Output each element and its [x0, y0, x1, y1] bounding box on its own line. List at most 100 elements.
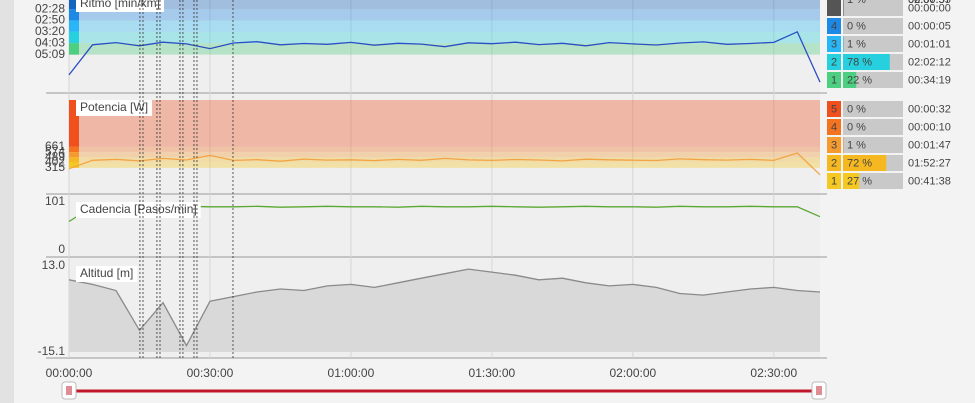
x-tick-label: 01:30:00: [469, 366, 516, 380]
percent-cell: [843, 137, 903, 153]
zone-time: 00:00:55: [908, 0, 951, 6]
zone-time: 00:00:10: [908, 121, 951, 133]
zone-swatch: [69, 162, 79, 168]
x-tick-label: 00:30:00: [187, 366, 234, 380]
zone-swatch: [69, 20, 79, 32]
percent-label: 1 %: [847, 38, 866, 50]
percent-label: 0 %: [847, 20, 866, 32]
zone-number: 1: [831, 74, 837, 86]
zone-band: [69, 152, 820, 158]
y-tick-label: 05:09: [35, 47, 65, 61]
zone-time: 00:00:00: [908, 2, 951, 14]
panel-title: Cadencia [Pasos/min]: [80, 202, 197, 216]
zone-swatch: [69, 100, 79, 147]
zone-number: 1: [831, 175, 837, 187]
zone-number-box: [827, 173, 841, 189]
percent-cell: [843, 72, 903, 88]
y-tick-label: 574: [45, 144, 65, 158]
zone-number: 3: [831, 38, 837, 50]
area: [69, 269, 820, 352]
zone-time: 00:00:57: [908, 0, 951, 6]
zone-band: [69, 157, 820, 163]
zone-band: [69, 0, 820, 10]
zone-time: 00:00:05: [908, 20, 951, 32]
zone-swatch: [69, 31, 79, 44]
zone-number-box: [827, 119, 841, 135]
zone-swatch: [69, 152, 79, 158]
title-background: [76, 266, 138, 282]
zone-swatch: [69, 43, 79, 55]
zone-band: [69, 43, 820, 55]
percent-bar: [843, 173, 860, 189]
y-tick-label: -15.1: [38, 344, 66, 358]
zone-number: 3: [831, 139, 837, 151]
title-background: [76, 202, 201, 218]
zone-time: 02:02:12: [908, 56, 951, 68]
percent-bar: [843, 155, 887, 171]
zone-time: 00:41:38: [908, 175, 951, 187]
zone-time: 00:01:47: [908, 139, 951, 151]
percent-bar: [843, 36, 844, 52]
zone-band: [69, 31, 820, 44]
zone-time: 00:34:19: [908, 74, 951, 86]
zone-number-box: [827, 18, 841, 34]
zone-number: 4: [831, 121, 837, 133]
y-tick-label: 661: [45, 139, 65, 153]
zone-number: 5: [831, 103, 837, 115]
percent-cell: [843, 0, 903, 16]
zone-swatch: [69, 157, 79, 163]
zone-swatch: [69, 9, 79, 21]
percent-label: 1 %: [847, 0, 866, 6]
y-tick-label: 315: [45, 160, 65, 174]
percent-cell: [843, 101, 903, 117]
percent-label: 0 %: [847, 103, 866, 115]
x-tick-label: 02:00:00: [609, 366, 656, 380]
percent-label: 72 %: [847, 157, 872, 169]
percent-bar: [843, 54, 890, 70]
left-margin: [0, 0, 14, 403]
percent-cell: [843, 36, 903, 52]
panel-title: Potencia [W]: [80, 100, 148, 114]
zone-time: 01:52:27: [908, 157, 951, 169]
y-tick-label: 101: [45, 194, 65, 208]
zone-swatch: [69, 0, 79, 10]
zone-time: 02:37:57: [908, 0, 951, 6]
y-tick-label: 0: [58, 242, 65, 256]
x-tick-label: 02:30:00: [750, 366, 797, 380]
zone-number-box: [827, 36, 841, 52]
zone-band: [69, 162, 820, 168]
panel-title: Altitud [m]: [80, 266, 133, 280]
percent-label: 78 %: [847, 56, 872, 68]
zone-number-box: [827, 0, 841, 16]
zone-band: [69, 100, 820, 147]
percent-label: 22 %: [847, 74, 872, 86]
y-tick-label: 04:03: [35, 35, 65, 49]
percent-bar: [843, 72, 857, 88]
y-tick-label: 02:28: [35, 1, 65, 15]
line: [68, 152, 821, 176]
zone-band: [69, 146, 820, 153]
zone-number: 4: [831, 20, 837, 32]
zone-swatch: [69, 146, 79, 153]
zone-number-box: [827, 54, 841, 70]
y-tick-label: 13.0: [42, 258, 66, 272]
y-tick-label: 402: [45, 155, 65, 169]
title-background: [76, 100, 153, 116]
x-tick-label: 01:00:00: [328, 366, 375, 380]
zone-number: 2: [831, 157, 837, 169]
percent-cell: [843, 18, 903, 34]
zone-band: [69, 9, 820, 21]
percent-label: 27 %: [847, 175, 872, 187]
area-line: [68, 268, 821, 347]
charts: 00:00:00 00:30:00 01:00:00 01:30:00 02:00:00…: [35, 0, 951, 400]
zone-number-box: [827, 155, 841, 171]
percent-label: 0 %: [847, 121, 866, 133]
zone-time: 00:00:32: [908, 103, 951, 115]
zone-band: [69, 20, 820, 32]
title-background: [76, 0, 165, 12]
percent-cell: [843, 119, 903, 135]
percent-bar: [843, 0, 844, 16]
percent-label: 1 %: [847, 139, 866, 151]
percent-bar: [843, 137, 844, 153]
x-tick-label: 00:00:00: [46, 366, 93, 380]
